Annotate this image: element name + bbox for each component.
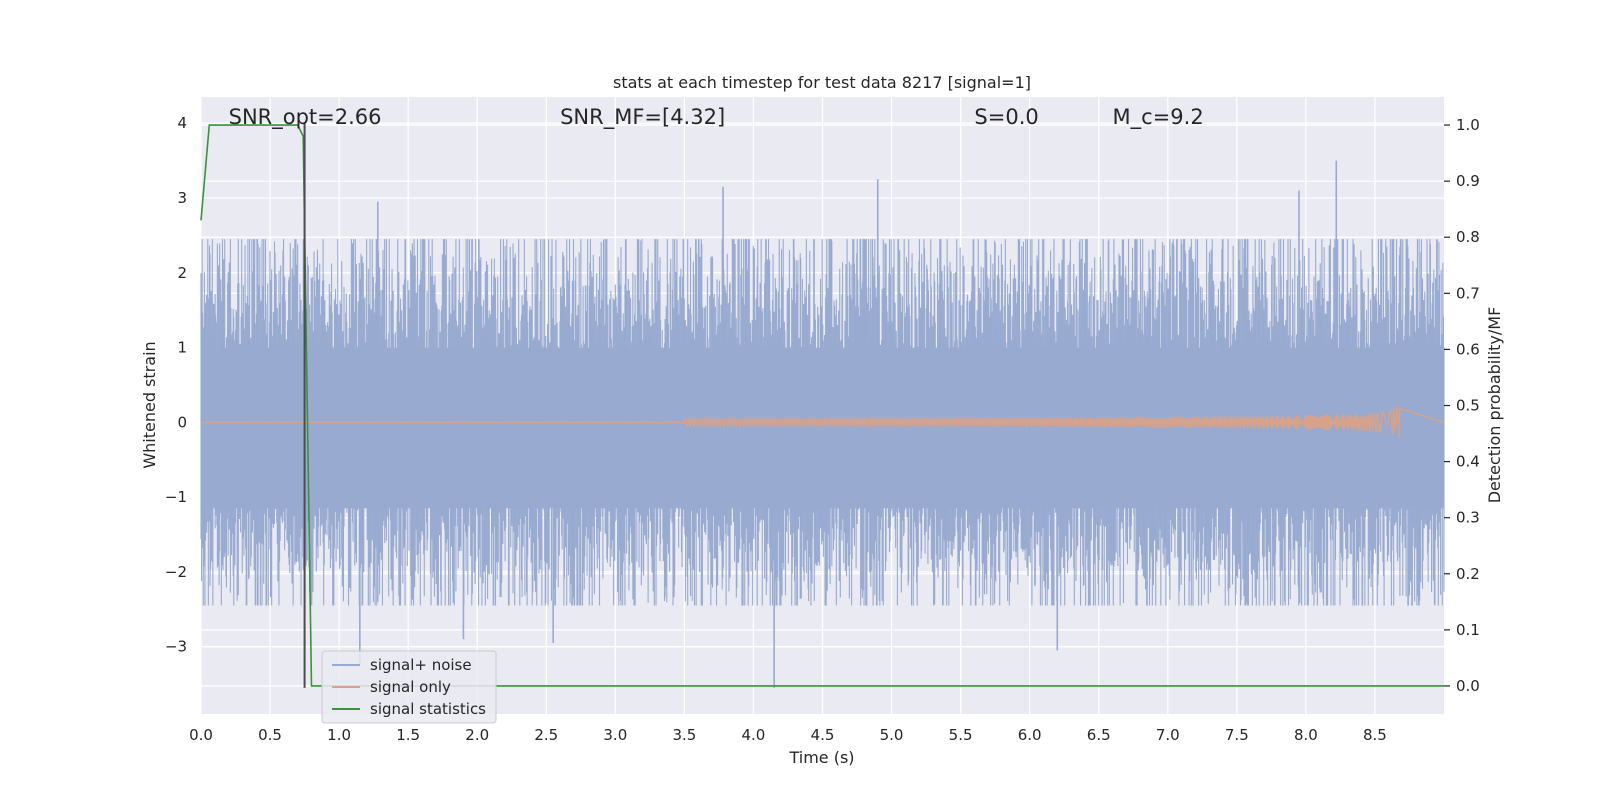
x-axis: 0.0 0.5 1.0 1.5 2.0 2.5 3.0 3.5 4.0 4.5 5.0 5.5 6.0 6…: [189, 726, 1387, 744]
x-tick-label: 0.5: [258, 726, 282, 744]
y-tick-label: 0: [177, 413, 187, 431]
y2-tick-label: 0.7: [1456, 284, 1480, 302]
annotation: M_c=9.2: [1113, 105, 1204, 130]
y-tick-label: −2: [165, 563, 187, 581]
annotation: S=0.0: [974, 105, 1038, 129]
x-tick-label: 2.5: [534, 726, 558, 744]
x-tick-label: 4.0: [742, 726, 766, 744]
x-tick-label: 8.0: [1294, 726, 1318, 744]
y2-axis-label: Detection probability/MF: [1485, 307, 1504, 504]
x-axis-label: Time (s): [788, 748, 854, 767]
y2-tick-label: 0.9: [1456, 172, 1480, 190]
x-tick-label: 6.5: [1087, 726, 1111, 744]
x-tick-label: 5.0: [880, 726, 904, 744]
statistics-trace: [200, 124, 1444, 687]
y-axis-label: Whitened strain: [140, 341, 159, 468]
chart-title: stats at each timestep for test data 821…: [613, 73, 1031, 92]
y2-tick-label: 0.3: [1456, 509, 1480, 527]
y-tick-label: 4: [177, 114, 187, 132]
series-signal-plus-noise: [200, 123, 1445, 688]
x-tick-label: 3.5: [672, 726, 696, 744]
x-tick-label: 8.5: [1363, 726, 1387, 744]
legend-box: [321, 650, 497, 724]
y-tick-label: −3: [165, 638, 187, 656]
y2-tick-label: 0.5: [1456, 397, 1480, 415]
series-signal-statistics: [200, 124, 1444, 687]
legend-label: signal statistics: [370, 700, 486, 718]
x-tick-label: 3.0: [603, 726, 627, 744]
x-tick-label: 1.0: [327, 726, 351, 744]
y2-tick-label: 0.2: [1456, 565, 1480, 583]
series-signal-only: [200, 405, 1445, 438]
signal-trace: [200, 405, 1445, 438]
y2-tick-label: 1.0: [1456, 116, 1480, 134]
x-tick-label: 5.5: [949, 726, 973, 744]
legend: signal+ noise signal only signal statistic…: [321, 650, 497, 724]
legend-label: signal+ noise: [370, 656, 472, 674]
x-tick-label: 1.5: [396, 726, 420, 744]
y2-tick-label: 0.6: [1456, 340, 1480, 358]
x-tick-label: 6.0: [1018, 726, 1042, 744]
y2-tick-label: 0.0: [1456, 677, 1480, 695]
y-tick-label: 1: [177, 339, 187, 357]
x-tick-label: 2.0: [465, 726, 489, 744]
x-tick-label: 0.0: [189, 726, 213, 744]
annotation: SNR_MF=[4.32]: [560, 105, 725, 130]
y-axis-right: 1.0 0.9 0.8 0.7 0.6 0.5 0.4 0.3 0.2 0.1 0.0: [1444, 116, 1480, 695]
y-axis-left: 4 3 2 1 0 −1 −2 −3: [165, 114, 187, 656]
annotations: SNR_opt=2.66 SNR_MF=[4.32] S=0.0 M_c=9.2: [229, 105, 1204, 130]
x-tick-label: 7.0: [1156, 726, 1180, 744]
annotation: SNR_opt=2.66: [229, 105, 382, 130]
y-tick-label: −1: [165, 488, 187, 506]
y-tick-label: 2: [177, 264, 187, 282]
x-tick-label: 7.5: [1225, 726, 1249, 744]
y-tick-label: 3: [177, 189, 187, 207]
x-tick-label: 4.5: [811, 726, 835, 744]
legend-label: signal only: [370, 678, 451, 696]
y2-tick-label: 0.4: [1456, 453, 1480, 471]
y2-tick-label: 0.1: [1456, 621, 1480, 639]
y2-tick-label: 0.8: [1456, 228, 1480, 246]
